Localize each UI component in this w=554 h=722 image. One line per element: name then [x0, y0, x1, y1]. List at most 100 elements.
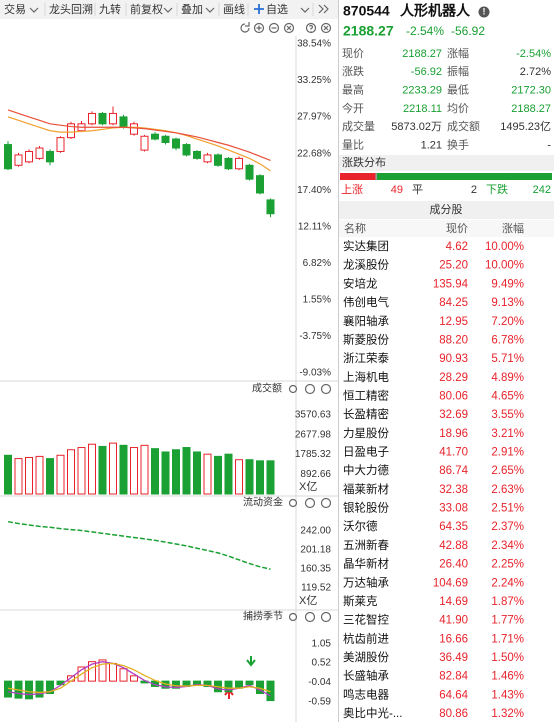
- down-label: 下跌: [486, 182, 508, 196]
- stock-code: 870544: [343, 3, 390, 19]
- volume-bar: [256, 460, 264, 495]
- section-header: [339, 201, 554, 219]
- stat-value: -2.54%: [516, 48, 551, 60]
- more-icon[interactable]: [318, 4, 329, 14]
- stock-name[interactable]: 银轮股份: [343, 501, 389, 515]
- stock-price: 104.69: [433, 577, 468, 589]
- stat-label: 均价: [447, 102, 469, 115]
- stock-price: 80.06: [439, 390, 468, 402]
- stock-name[interactable]: 五洲新春: [343, 538, 389, 552]
- stat-label: 涨跌: [342, 64, 364, 78]
- stock-name[interactable]: 日盈电子: [343, 446, 389, 459]
- stock-name[interactable]: 力星股份: [343, 427, 389, 440]
- chart-tools[interactable]: [240, 22, 332, 34]
- y-tick-label: 1785.32: [295, 449, 332, 460]
- stock-name[interactable]: 上海机电: [343, 370, 389, 384]
- stock-price: 82.84: [439, 671, 468, 683]
- stock-price: 26.40: [439, 559, 468, 571]
- change: -56.92: [451, 24, 485, 38]
- volume-bar: [119, 444, 128, 495]
- y-tick-label: 3570.63: [295, 410, 332, 421]
- stat-value: 2.72%: [520, 66, 551, 78]
- panel-icons[interactable]: [288, 383, 332, 623]
- stock-name[interactable]: 伟创电气: [343, 295, 389, 309]
- stock-name[interactable]: 浙江荣泰: [343, 351, 389, 365]
- candle-body: [235, 157, 243, 170]
- y-tick-label: 160.35: [300, 564, 331, 575]
- stock-change: 4.65%: [491, 390, 524, 402]
- stock-change: 1.32%: [491, 708, 524, 720]
- y-tick-label: 201.18: [300, 545, 331, 556]
- toolbar-item[interactable]: 九转: [99, 2, 121, 16]
- stock-name[interactable]: 中大力德: [343, 463, 389, 477]
- stock-name[interactable]: 杭齿前进: [343, 631, 389, 645]
- flat-label: 平: [412, 184, 423, 196]
- y-tick-label: 892.66: [300, 469, 331, 480]
- stock-name[interactable]: 斯莱克: [343, 595, 378, 608]
- stock-name[interactable]: 襄阳轴承: [343, 314, 389, 328]
- stock-name[interactable]: 三花智控: [343, 613, 389, 627]
- column-header: 现价: [446, 222, 468, 235]
- stock-name[interactable]: 斯菱股份: [343, 333, 389, 346]
- stock-change: 10.00%: [485, 241, 524, 253]
- up-label: 上涨: [341, 183, 363, 196]
- volume-bar: [14, 458, 23, 495]
- season-bar: [245, 680, 254, 686]
- candle-body: [256, 175, 264, 194]
- stock-change: 2.37%: [491, 521, 524, 533]
- stock-price: 32.69: [439, 409, 468, 421]
- stock-name[interactable]: 安培龙: [343, 276, 378, 290]
- stock-name[interactable]: 长盛轴承: [343, 669, 389, 683]
- stat-value: 2188.27: [402, 48, 442, 60]
- toolbar-item[interactable]: 自选: [266, 3, 288, 16]
- stock-name[interactable]: 鸣志电器: [343, 687, 389, 701]
- toolbar-item[interactable]: 画线: [223, 2, 245, 16]
- stock-name[interactable]: 沃尔德: [343, 519, 378, 533]
- stock-change: 1.77%: [491, 615, 524, 627]
- candle-body: [14, 154, 23, 166]
- y-tick-label: 0.52: [312, 657, 332, 668]
- season-bar: [224, 680, 233, 693]
- stock-price: 135.94: [433, 278, 469, 290]
- stock-name[interactable]: 长盈精密: [343, 407, 389, 421]
- stock-change: 1.87%: [491, 596, 524, 608]
- stock-name[interactable]: 晶华新材: [343, 557, 389, 571]
- stock-price: 84.25: [439, 297, 468, 309]
- panel-title: 流动资金: [243, 496, 283, 509]
- table-header: [339, 220, 554, 237]
- toolbar-item[interactable]: 前复权: [130, 2, 163, 16]
- stock-name[interactable]: 实达集团: [343, 239, 389, 253]
- candle-body: [140, 135, 149, 151]
- toolbar-item[interactable]: 叠加: [181, 3, 203, 16]
- volume-bar: [140, 444, 149, 495]
- toolbar-item[interactable]: 龙头回溯: [49, 3, 93, 16]
- stock-name[interactable]: 恒工精密: [343, 388, 389, 402]
- sell-signal: [246, 656, 256, 667]
- candle-body: [56, 137, 65, 152]
- season-bar: [130, 675, 138, 682]
- add-icon[interactable]: [254, 4, 264, 14]
- stock-change: 1.71%: [491, 633, 524, 645]
- unit-label: X亿: [299, 480, 317, 493]
- toolbar-item[interactable]: 交易: [4, 2, 26, 16]
- stat-value: 2233.29: [402, 85, 442, 97]
- candle-body: [266, 199, 275, 215]
- stock-name[interactable]: 奥比中光-...: [343, 706, 402, 720]
- stat-value: 2188.27: [511, 103, 551, 115]
- volume-bar: [4, 454, 12, 495]
- y-tick-label: 38.54%: [297, 39, 331, 50]
- stock-name[interactable]: 龙溪股份: [343, 259, 389, 272]
- stat-label: 振幅: [447, 64, 469, 78]
- stock-name[interactable]: 万达轴承: [343, 575, 389, 589]
- info-glyph: !: [483, 6, 486, 16]
- info-icon[interactable]: [478, 6, 490, 18]
- stock-name[interactable]: 美湖股份: [343, 650, 389, 664]
- y-tick-label: -3.75%: [299, 331, 331, 342]
- stat-label: 现价: [342, 47, 364, 60]
- stock-change: 6.78%: [491, 334, 524, 346]
- candle-body: [119, 116, 128, 128]
- stock-name[interactable]: 福莱新材: [343, 482, 389, 496]
- stat-label: 涨幅: [447, 47, 469, 60]
- season-bar: [25, 680, 33, 700]
